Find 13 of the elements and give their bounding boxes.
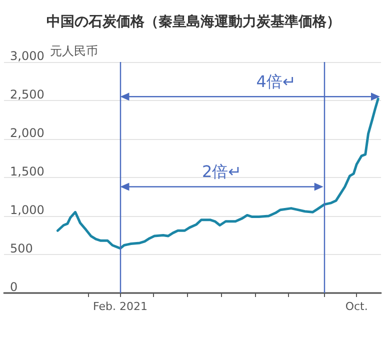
y-tick-label: 1,000 bbox=[10, 203, 44, 217]
y-tick-label: 0 bbox=[10, 280, 18, 294]
y-tick-label: 3,000 bbox=[10, 49, 44, 63]
chart-title: 中国の石炭価格（秦皇島海運動力炭基準価格） bbox=[46, 14, 340, 30]
annotation: 2倍↵ bbox=[202, 162, 242, 182]
y-tick-label: 2,500 bbox=[10, 88, 44, 102]
x-tick-label: Oct. bbox=[345, 300, 368, 313]
x-tick-label: Feb. 2021 bbox=[92, 300, 148, 313]
y-tick-label: 2,000 bbox=[10, 126, 44, 140]
y-axis-title: 元人民币 bbox=[50, 44, 98, 58]
annotation: 4倍↵ bbox=[256, 72, 296, 92]
y-tick-label: 500 bbox=[10, 242, 33, 256]
y-tick-label: 1,500 bbox=[10, 164, 44, 178]
